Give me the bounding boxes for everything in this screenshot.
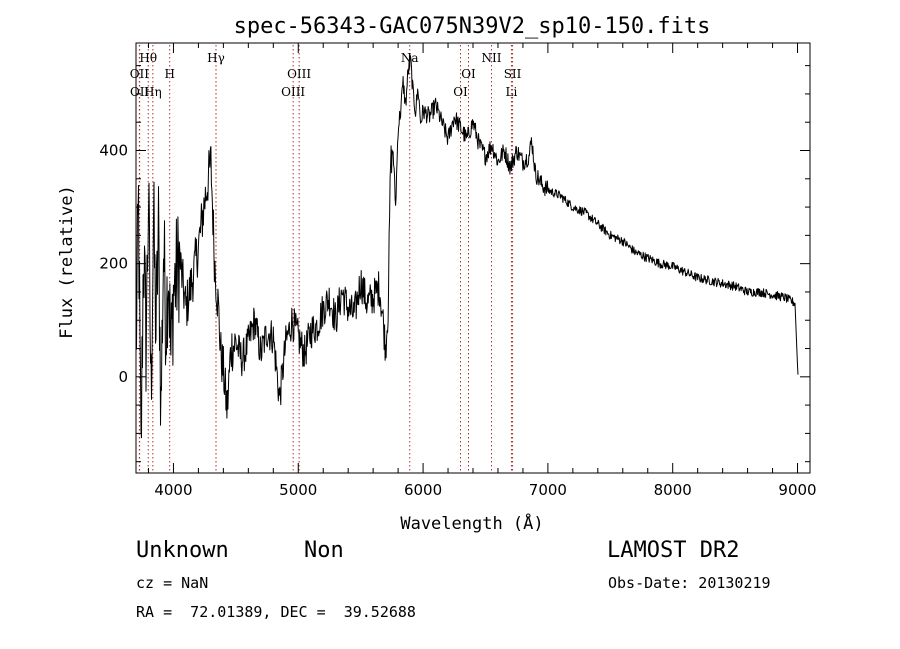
redshift-value: cz = NaN bbox=[136, 574, 209, 592]
y-tick-label-200: 200 bbox=[99, 255, 128, 273]
y-tick-label-0: 0 bbox=[118, 368, 128, 386]
spectrum-chart: spec-56343-GAC075N39V2_sp10-150.fits Hθ O… bbox=[57, 14, 817, 534]
x-tick-label-6000: 6000 bbox=[404, 481, 442, 499]
line-label-13: Li bbox=[506, 85, 518, 99]
survey-label: LAMOST DR2 bbox=[607, 538, 740, 563]
x-tick-label-9000: 9000 bbox=[778, 481, 816, 499]
spectrum-line bbox=[135, 54, 799, 439]
x-tick-label-8000: 8000 bbox=[654, 481, 692, 499]
line-label-5: Hγ bbox=[207, 51, 225, 65]
line-label-3: OII bbox=[130, 85, 150, 99]
observation-date: Obs-Date: 20130219 bbox=[608, 574, 771, 592]
line-label-4: Hη bbox=[144, 85, 162, 99]
line-label-6: OIII bbox=[287, 67, 311, 81]
x-tick-label-5000: 5000 bbox=[279, 481, 317, 499]
line-label-7: OIII bbox=[281, 85, 305, 99]
line-label-0: Hθ bbox=[139, 51, 157, 65]
chart-title: spec-56343-GAC075N39V2_sp10-150.fits bbox=[234, 14, 711, 39]
y-axis-label: Flux (relative) bbox=[57, 185, 77, 339]
plot-frame bbox=[135, 42, 811, 474]
object-class: Unknown bbox=[136, 538, 229, 563]
line-label-12: SII bbox=[504, 67, 522, 81]
spectrum-series bbox=[135, 54, 799, 439]
object-subclass: Non bbox=[304, 538, 344, 563]
line-label-11: NII bbox=[481, 51, 501, 65]
y-tick-label-400: 400 bbox=[99, 142, 128, 160]
axis-ticks: 4000 5000 6000 7000 8000 9000 0 200 400 bbox=[99, 43, 817, 499]
line-label-9: OI bbox=[461, 67, 476, 81]
x-axis-label: Wavelength (Å) bbox=[400, 512, 543, 534]
x-tick-label-7000: 7000 bbox=[529, 481, 567, 499]
x-tick-label-4000: 4000 bbox=[154, 481, 192, 499]
coordinates: RA = 72.01389, DEC = 39.52688 bbox=[136, 603, 416, 621]
line-label-10: OI bbox=[453, 85, 468, 99]
line-label-2: H bbox=[164, 67, 174, 81]
